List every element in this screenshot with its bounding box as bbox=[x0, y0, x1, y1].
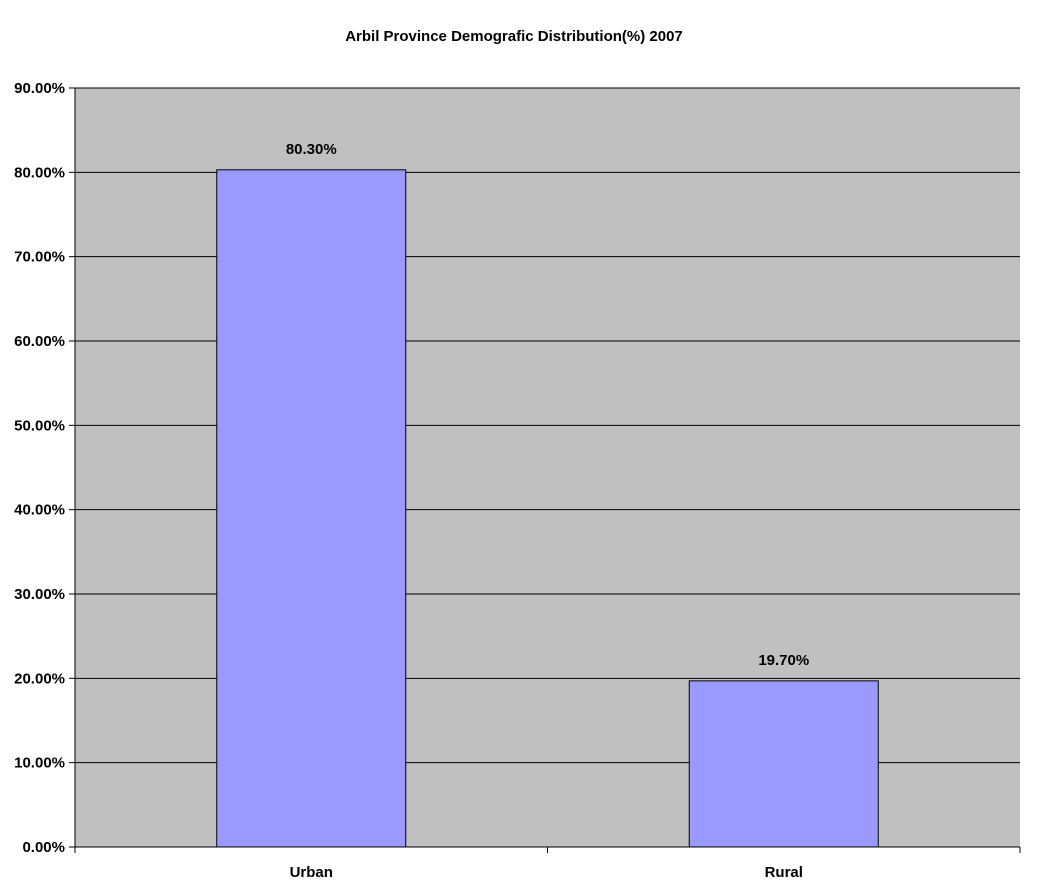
axes bbox=[69, 87, 1021, 853]
bars bbox=[216, 169, 879, 848]
y-tick-labels: 0.00% 10.00% 20.00% 30.00% 40.00% 50.00% 60.00… bbox=[14, 80, 65, 856]
y-tick-label: 50.00% bbox=[14, 417, 65, 434]
x-tick-label: Rural bbox=[765, 864, 803, 881]
y-tick-label: 30.00% bbox=[14, 586, 65, 603]
chart-title: Arbil Province Demografic Distribution(%… bbox=[345, 28, 683, 45]
bar-urban bbox=[216, 169, 407, 848]
x-tick-label: Urban bbox=[290, 864, 333, 881]
y-tick-label: 10.00% bbox=[14, 755, 65, 772]
y-tick-label: 0.00% bbox=[22, 839, 65, 856]
data-label: 19.70% bbox=[758, 652, 809, 669]
data-labels: 80.30% 19.70% bbox=[286, 141, 809, 669]
y-tick-label: 20.00% bbox=[14, 670, 65, 687]
y-tick-label: 90.00% bbox=[14, 80, 65, 97]
y-tick-label: 60.00% bbox=[14, 333, 65, 350]
x-tick-labels: Urban Rural bbox=[290, 864, 803, 881]
bar-rural bbox=[688, 680, 879, 848]
data-label: 80.30% bbox=[286, 141, 337, 158]
y-tick-label: 70.00% bbox=[14, 249, 65, 266]
y-tick-label: 40.00% bbox=[14, 502, 65, 519]
y-tick-label: 80.00% bbox=[14, 164, 65, 181]
